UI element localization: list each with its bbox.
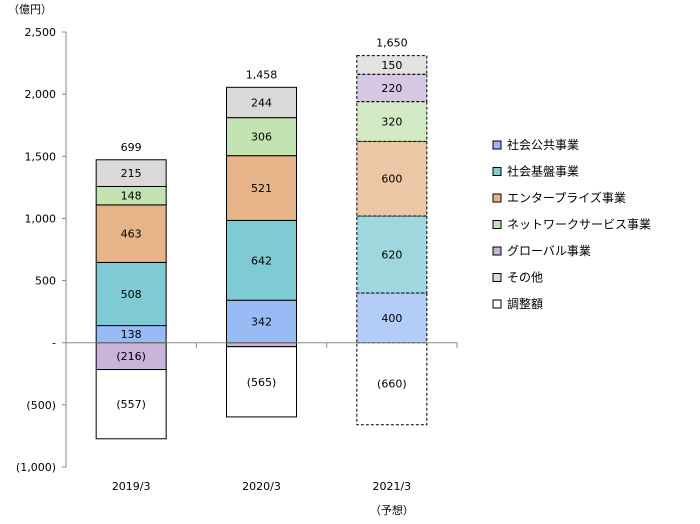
- data-label: 463: [121, 228, 142, 241]
- data-label: (216): [116, 350, 146, 363]
- total-label: 699: [121, 141, 142, 154]
- x-tick-label: 2021/3: [372, 480, 411, 493]
- data-label: 642: [251, 254, 272, 267]
- legend-swatch: [492, 273, 502, 282]
- bars: 138 508 463 148 (216) 215 (557) 699 342 642 521 306…: [95, 37, 428, 440]
- y-tick-label: -: [52, 337, 56, 350]
- data-label: 148: [121, 190, 142, 203]
- data-label: 508: [121, 288, 142, 301]
- data-label: (557): [116, 398, 146, 411]
- unit-label: （億円）: [8, 3, 52, 16]
- bar-segment: [356, 215, 428, 294]
- total-label: 1,458: [246, 68, 278, 81]
- bar-segment: [95, 261, 167, 327]
- bar-segment: [356, 140, 428, 217]
- legend-swatch: [492, 167, 502, 176]
- y-tick-label: 1,500: [25, 150, 57, 163]
- data-label: 138: [121, 328, 142, 341]
- legend: 社会公共事業社会基盤事業エンタープライズ事業ネットワークサービス事業グローバル事…: [492, 137, 651, 311]
- bar-segment: [356, 55, 428, 75]
- data-label: 244: [251, 96, 272, 109]
- data-label: 220: [381, 82, 402, 95]
- y-tick-label: 500: [35, 275, 56, 288]
- data-label: 400: [381, 312, 402, 325]
- legend-label: 調整額: [507, 296, 543, 311]
- data-label: 521: [251, 182, 272, 195]
- legend-swatch: [492, 220, 502, 229]
- bar-segment: [226, 117, 297, 157]
- data-label: 150: [381, 59, 402, 72]
- y-axis: (1,000) (500) - 500 1,000 1,500 2,000 2,500: [16, 26, 67, 474]
- data-label: 306: [251, 131, 272, 144]
- y-tick-label: 1,000: [25, 212, 57, 225]
- bar-segment: [95, 342, 167, 371]
- y-tick-label: (1,000): [16, 461, 56, 474]
- legend-swatch: [492, 246, 502, 256]
- data-label: 215: [121, 167, 142, 180]
- legend-label: 社会基盤事業: [507, 164, 579, 179]
- legend-label: 社会公共事業: [507, 137, 579, 152]
- bar-segment: [356, 342, 428, 426]
- legend-swatch: [492, 193, 502, 203]
- data-label: 320: [381, 115, 402, 128]
- bar-segment: [226, 155, 297, 221]
- x-tick-label: 2020/3: [242, 480, 281, 493]
- x-tick-label: 2019/3: [112, 480, 151, 493]
- y-tick-label: 2,500: [25, 26, 57, 39]
- data-label: 620: [381, 248, 402, 261]
- y-tick-label: 2,000: [25, 88, 57, 101]
- bar-segment: [95, 369, 167, 440]
- data-label: 342: [251, 315, 272, 328]
- x-tick-note: （予想）: [370, 503, 414, 517]
- y-tick-label: (500): [26, 399, 56, 412]
- legend-swatch: [492, 299, 502, 309]
- x-axis: 2019/3 2020/3 2021/3 （予想）: [65, 342, 458, 517]
- total-label: 1,650: [376, 37, 408, 50]
- bar-segment: [226, 346, 297, 418]
- legend-label: その他: [507, 271, 543, 285]
- legend-label: ネットワークサービス事業: [507, 218, 651, 232]
- bar-segment: [95, 159, 167, 187]
- data-label: (565): [247, 376, 277, 389]
- bar-segment: [226, 86, 297, 119]
- data-label: (660): [377, 378, 407, 391]
- legend-label: グローバル事業: [507, 244, 591, 258]
- bar-segment: [356, 101, 428, 142]
- legend-swatch: [492, 140, 502, 150]
- data-label: 600: [381, 173, 402, 186]
- legend-label: エンタープライズ事業: [507, 190, 626, 205]
